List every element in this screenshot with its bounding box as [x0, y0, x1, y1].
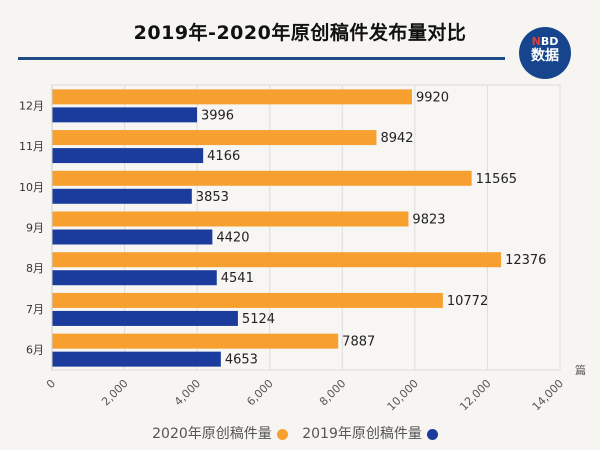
logo-n: N: [531, 35, 541, 48]
logo-bd: BD: [540, 35, 559, 48]
bar-2020: [52, 89, 412, 105]
category-label: 10月: [19, 181, 44, 194]
category-label: 11月: [19, 140, 44, 153]
x-tick-label: 4,000: [172, 377, 203, 408]
legend-label-2020: 2020年原创稿件量: [152, 426, 272, 442]
legend-label-2019: 2019年原创稿件量: [302, 426, 422, 442]
x-unit-label: 篇: [575, 363, 586, 377]
x-tick-label: 8,000: [317, 377, 348, 408]
bar-2019: [52, 310, 238, 326]
bar-2019: [52, 188, 192, 204]
bar-2020: [52, 252, 502, 268]
logo-data: 数据: [531, 48, 559, 64]
data-label: 9920: [416, 90, 449, 105]
bar-2019: [52, 270, 217, 286]
chart-title: 2019年-2020年原创稿件发布量对比: [133, 22, 467, 44]
bar-2020: [52, 130, 377, 146]
category-label: 7月: [26, 303, 44, 316]
title-divider: [18, 57, 505, 60]
data-label: 9823: [412, 213, 445, 228]
data-label: 4541: [221, 271, 254, 286]
data-label: 4166: [207, 149, 240, 164]
category-label: 6月: [26, 344, 44, 357]
bar-2019: [52, 351, 221, 367]
plot-area: [51, 84, 561, 371]
data-label: 10772: [447, 294, 488, 309]
bar-2020: [52, 292, 443, 308]
bar-chart: 0 2,000 4,000 6,000 8,000 10,000 12,000 14,000 篇…: [19, 84, 586, 413]
data-label: 7887: [342, 335, 375, 350]
x-tick-label: 10,000: [385, 377, 421, 413]
data-label: 8942: [380, 131, 413, 146]
legend: 2020年原创稿件量 2019年原创稿件量: [0, 423, 600, 443]
bar-2020: [52, 211, 409, 227]
nbd-logo: NBD 数据: [519, 27, 571, 79]
data-label: 3996: [201, 108, 234, 123]
x-tick-label: 6,000: [244, 377, 275, 408]
category-label: 12月: [19, 99, 44, 112]
bar-2019: [52, 148, 204, 164]
data-label: 4653: [225, 353, 258, 368]
category-label: 9月: [26, 222, 44, 235]
legend-dot-2020: [276, 428, 288, 440]
x-tick-label: 2,000: [99, 377, 130, 408]
data-label: 12376: [505, 253, 546, 268]
legend-dot-2019: [426, 428, 438, 440]
data-label: 3853: [196, 190, 229, 205]
x-tick-label: 0: [44, 377, 58, 391]
bar-2020: [52, 333, 339, 349]
bar-2019: [52, 229, 213, 245]
bar-2020: [52, 170, 472, 186]
category-label: 8月: [26, 262, 44, 275]
bar-2019: [52, 107, 197, 123]
data-label: 4420: [216, 231, 249, 246]
x-tick-label: 12,000: [457, 377, 493, 413]
data-label: 5124: [242, 312, 275, 327]
data-label: 11565: [476, 172, 517, 187]
x-tick-label: 14,000: [530, 377, 566, 413]
